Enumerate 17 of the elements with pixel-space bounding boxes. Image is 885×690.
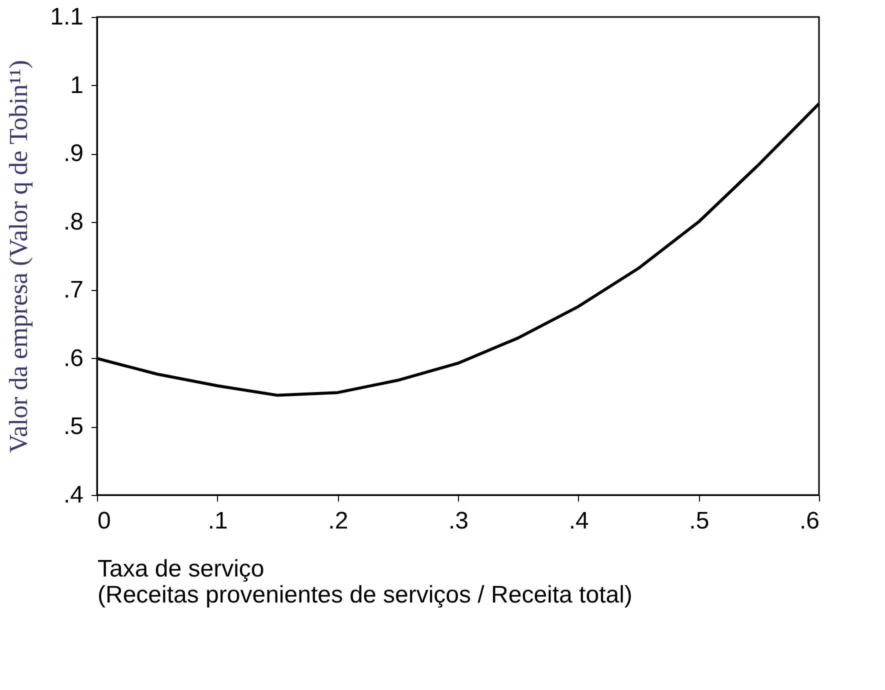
x-tick-label: .1 [208, 508, 228, 534]
y-tick-label: .4 [63, 482, 84, 508]
x-tick-label: .5 [689, 508, 710, 534]
y-tick-label: .5 [63, 413, 84, 440]
y-tick-label: .8 [63, 208, 84, 236]
x-tick-label: .6 [799, 508, 820, 534]
y-tick-label: 1 [70, 72, 84, 99]
y-tick-label: .7 [63, 276, 84, 304]
x-tick-label: .2 [328, 508, 348, 534]
x-tick-label: 0 [98, 508, 111, 534]
y-tick-label: .6 [63, 344, 84, 372]
x-tick-label: .3 [448, 508, 469, 534]
y-axis-title: Valor da empresa (Valor q de Tobin¹¹) [4, 60, 34, 454]
y-tick-label: 1.1 [50, 4, 84, 30]
y-tick-label: .9 [63, 140, 84, 168]
x-axis-title: Taxa de serviço (Receitas provenientes de serviços / Receita total) [98, 556, 632, 608]
x-tick-label: .4 [568, 508, 589, 534]
